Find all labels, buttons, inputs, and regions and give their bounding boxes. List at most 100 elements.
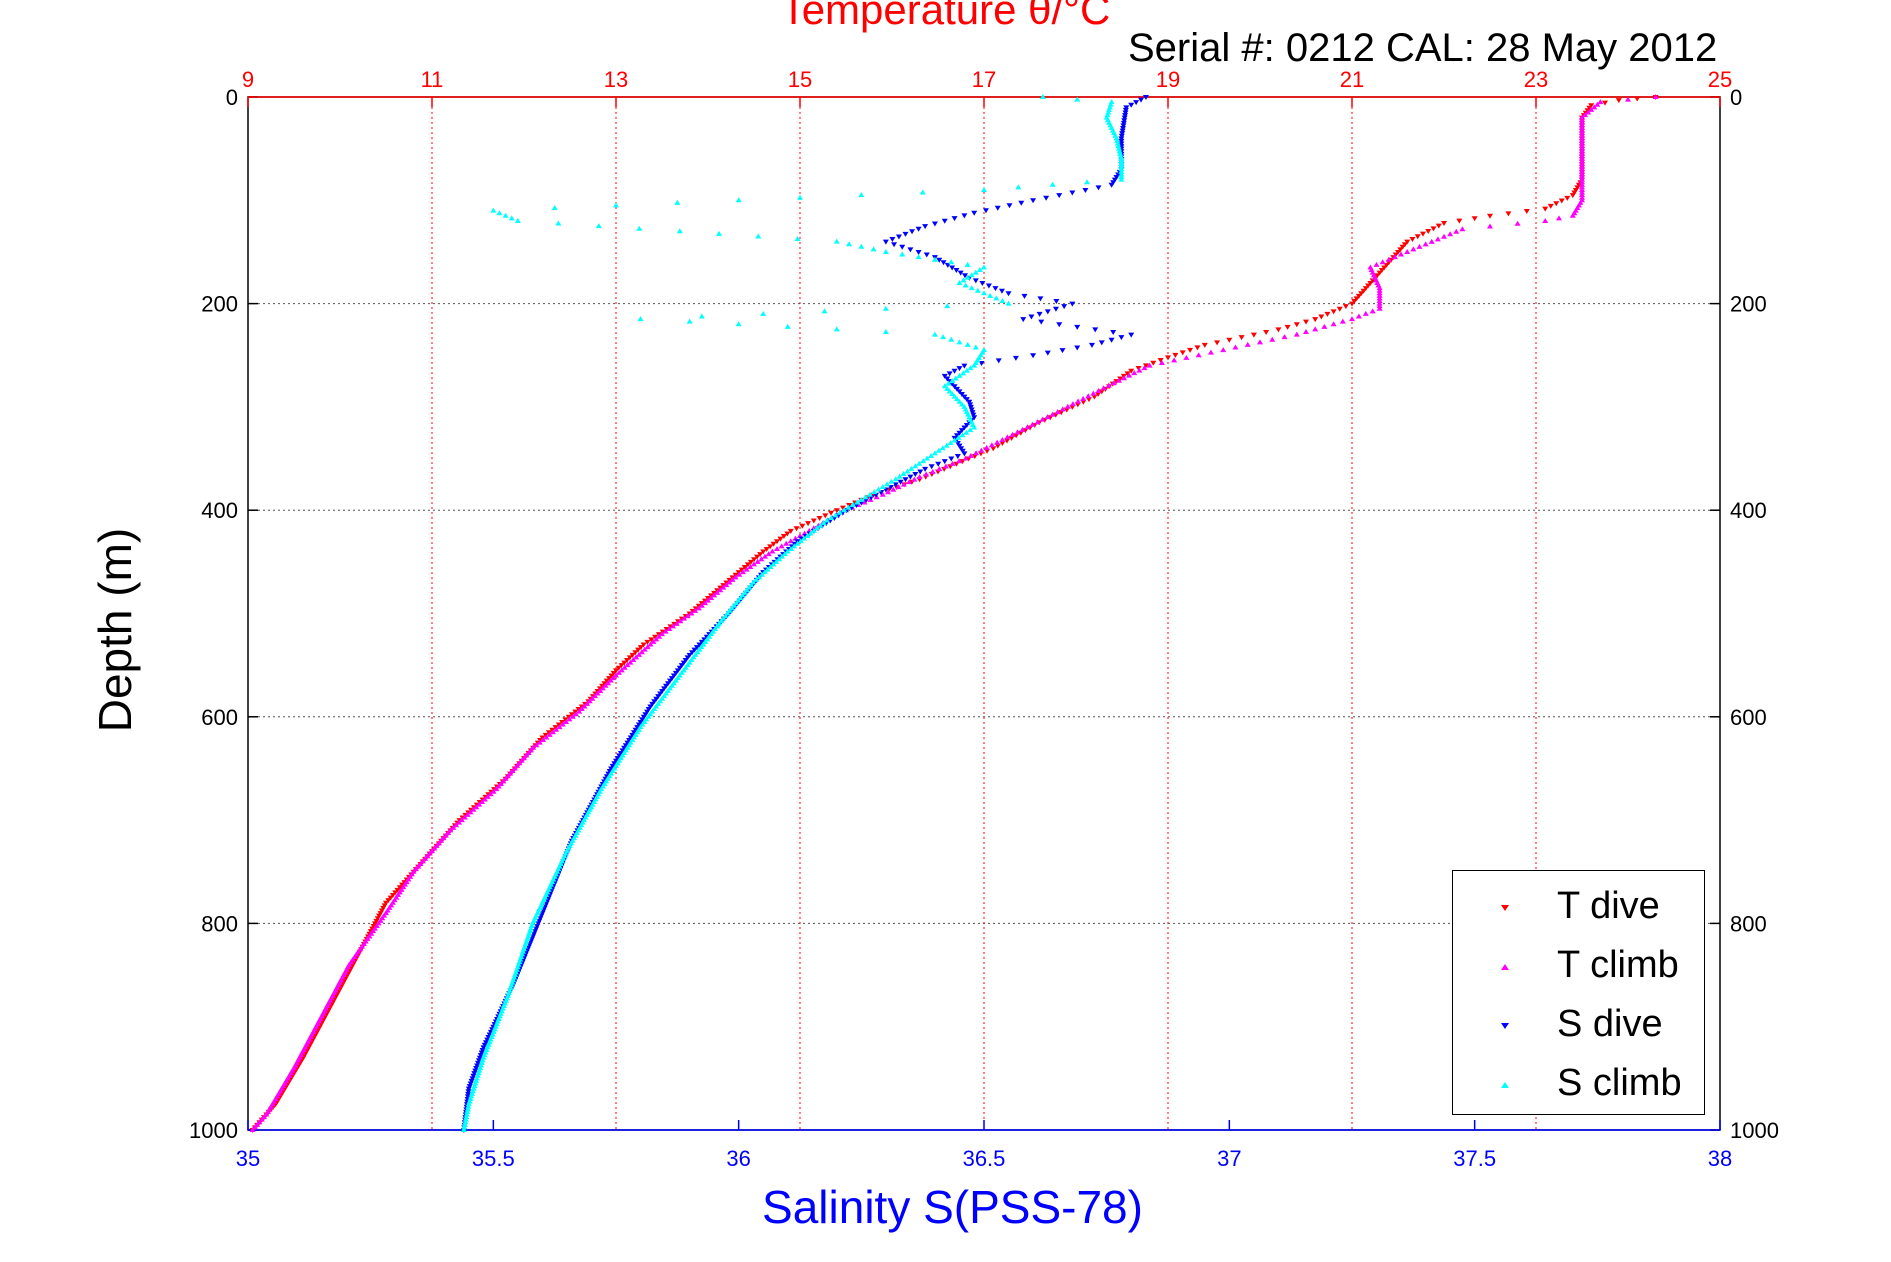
data-point: [940, 260, 947, 266]
data-point: [1158, 359, 1165, 365]
data-point: [1569, 193, 1576, 199]
data-point: [1376, 290, 1383, 296]
data-point: [461, 814, 468, 820]
data-point: [635, 647, 642, 653]
data-point: [662, 628, 669, 634]
data-point: [923, 252, 930, 258]
data-point: [640, 714, 647, 720]
data-point: [1064, 403, 1071, 409]
data-point: [1579, 186, 1585, 192]
data-point: [521, 755, 527, 761]
data-point: [1376, 270, 1383, 276]
data-point: [1054, 409, 1061, 415]
data-point: [962, 282, 969, 288]
depth-tick-label-left: 0: [226, 85, 238, 110]
data-point: [1207, 349, 1214, 355]
data-point: [964, 341, 971, 347]
data-point: [944, 385, 951, 391]
data-point: [1014, 429, 1021, 435]
data-point: [961, 273, 968, 279]
data-point: [959, 432, 966, 438]
data-point: [889, 237, 896, 243]
data-point: [923, 471, 930, 477]
data-point: [994, 205, 1001, 211]
data-point: [1036, 311, 1043, 317]
data-point: [692, 606, 699, 612]
data-point: [474, 1063, 481, 1069]
data-point: [475, 1058, 482, 1064]
data-point: [629, 652, 636, 658]
data-point: [258, 1116, 265, 1122]
data-point: [1092, 327, 1099, 333]
data-point: [447, 827, 454, 833]
data-point: [371, 921, 378, 927]
temperature-tick-label: 23: [1524, 67, 1548, 92]
data-point: [1004, 434, 1011, 440]
data-point: [1353, 296, 1360, 302]
data-point: [787, 528, 794, 534]
data-point: [467, 809, 474, 815]
data-point: [562, 717, 569, 723]
legend-marker-s-dive: [1501, 1023, 1509, 1029]
data-point: [922, 224, 929, 230]
data-point: [1349, 301, 1355, 307]
data-point: [611, 761, 618, 767]
data-point: [1075, 398, 1082, 404]
data-point: [476, 1055, 483, 1061]
data-point: [1128, 102, 1135, 108]
data-point: [735, 197, 742, 203]
data-point: [461, 1124, 468, 1130]
data-point: [1376, 292, 1383, 298]
data-point: [1395, 249, 1401, 255]
data-point: [1579, 181, 1585, 187]
data-point: [1579, 132, 1585, 138]
data-point: [833, 326, 840, 332]
data-point: [1005, 291, 1012, 297]
data-point: [1069, 401, 1076, 407]
salinity-tick-label: 36.5: [963, 1146, 1006, 1171]
data-point: [1579, 117, 1585, 123]
data-point: [415, 863, 422, 869]
data-point: [747, 559, 754, 565]
data-point: [1030, 353, 1037, 359]
legend-label-s-dive: S dive: [1557, 1003, 1663, 1045]
data-point: [823, 517, 830, 523]
data-point: [705, 597, 711, 603]
data-point: [656, 633, 663, 639]
data-point: [1392, 252, 1399, 258]
data-point: [1009, 431, 1016, 437]
data-point: [1039, 94, 1046, 99]
data-point: [695, 605, 702, 611]
data-point: [1118, 176, 1125, 182]
data-point: [543, 734, 550, 740]
data-point: [435, 840, 442, 846]
data-point: [1013, 433, 1020, 439]
data-point: [1195, 352, 1202, 358]
data-point: [951, 368, 958, 374]
data-point: [626, 655, 633, 661]
data-point: [629, 732, 636, 738]
data-point: [804, 533, 811, 539]
data-point: [1015, 184, 1022, 190]
data-point: [814, 525, 821, 531]
data-point: [1419, 231, 1426, 237]
data-point: [1019, 426, 1026, 432]
data-point: [1118, 168, 1125, 174]
data-point: [1401, 242, 1408, 248]
data-point: [1115, 145, 1122, 151]
data-point: [783, 540, 790, 546]
data-point: [1376, 285, 1383, 291]
data-point: [677, 618, 684, 624]
data-point: [967, 365, 974, 371]
data-point: [958, 428, 965, 434]
x-axis-label-text: Salinity S(PSS-78): [762, 1181, 1143, 1233]
data-point: [1187, 347, 1194, 353]
data-point: [971, 415, 978, 421]
data-point: [641, 646, 648, 652]
data-point: [1615, 98, 1622, 104]
legend-item-s-climb: S climb: [1453, 1060, 1706, 1118]
data-point: [951, 437, 958, 443]
data-point: [1602, 100, 1608, 106]
data-point: [794, 540, 801, 546]
data-point: [988, 442, 995, 448]
